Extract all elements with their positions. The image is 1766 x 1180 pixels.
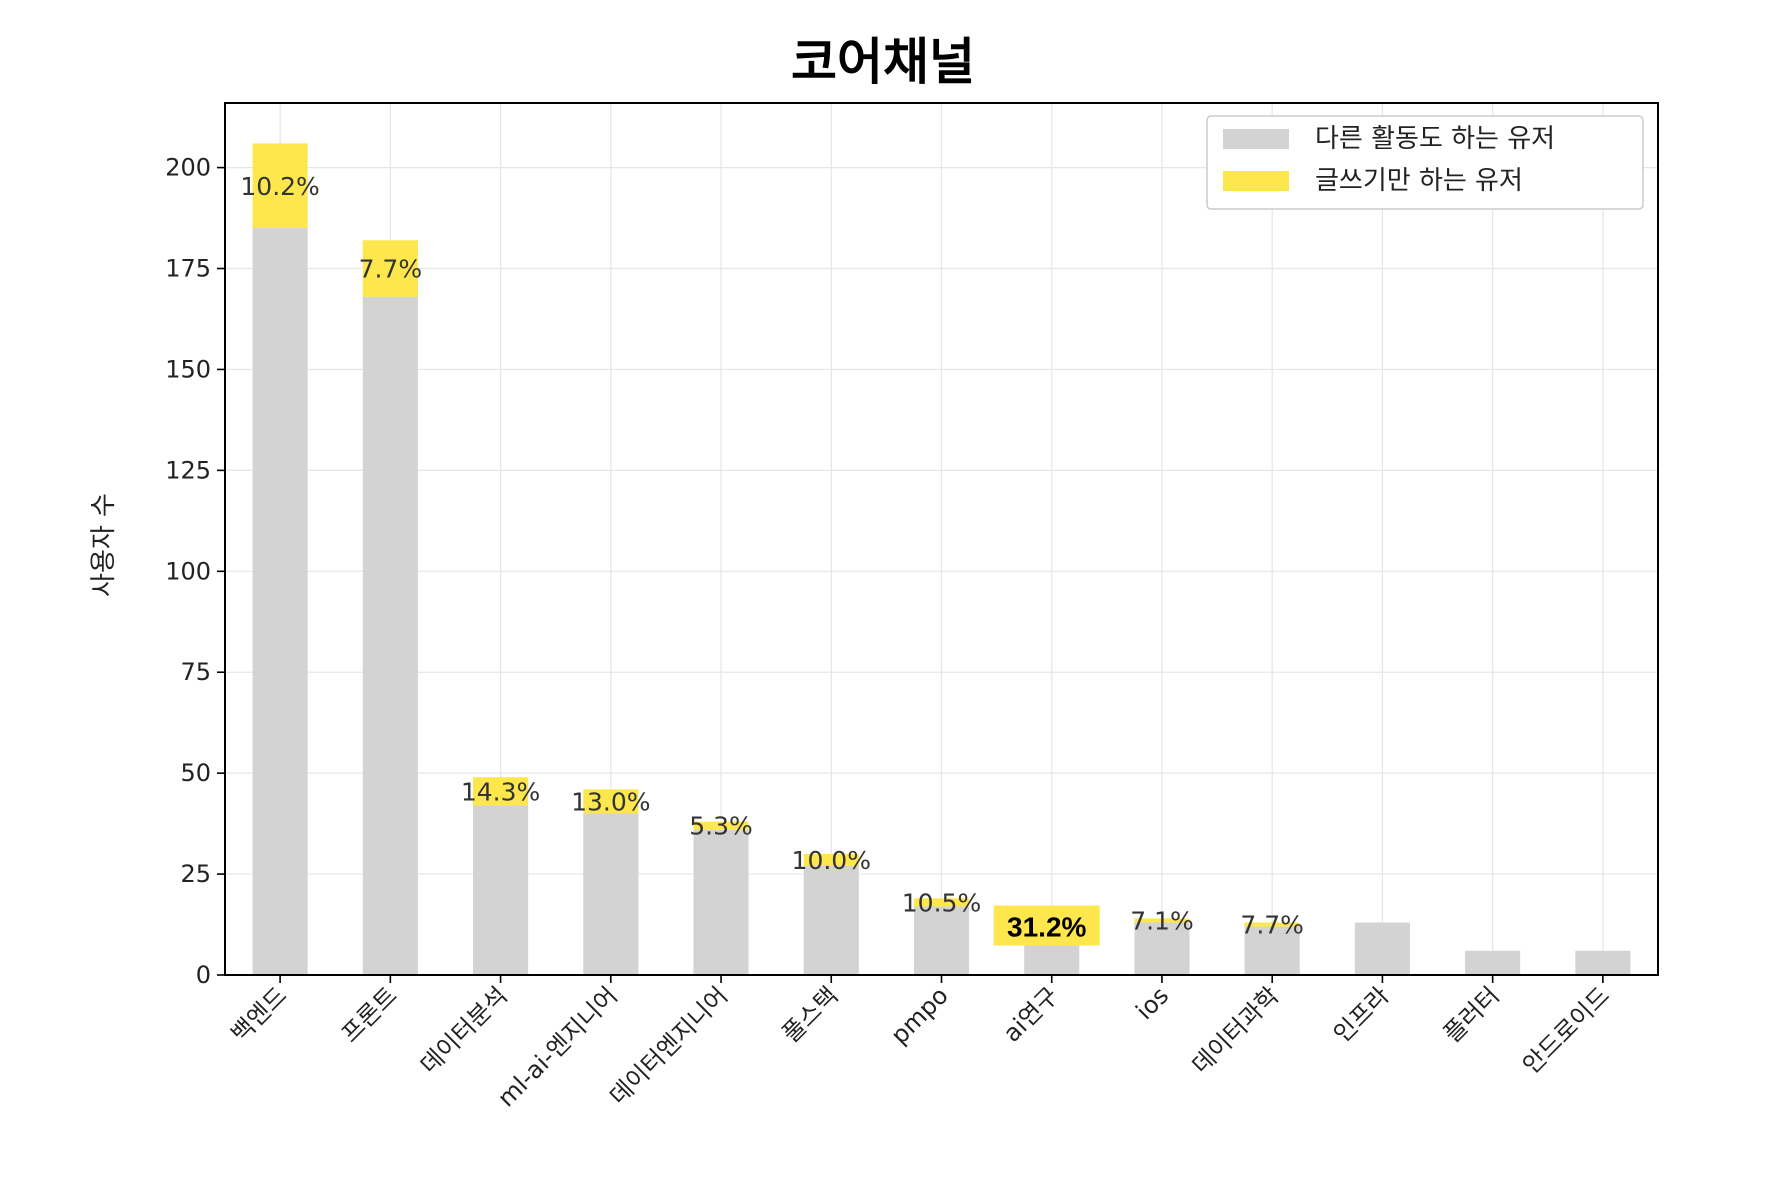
x-tick-label: 인프라 <box>1328 981 1395 1048</box>
bar-segment <box>1465 950 1521 975</box>
bar-segment <box>473 777 529 806</box>
y-tick-label: 100 <box>165 557 211 585</box>
legend-swatch <box>1223 171 1289 191</box>
x-tick-label: 프론트 <box>336 981 403 1048</box>
percent-label: 13.0% <box>571 787 650 816</box>
percent-label: 10.5% <box>902 888 981 917</box>
y-tick-label: 25 <box>180 860 211 888</box>
x-tick-label: 풀스택 <box>777 981 844 1048</box>
bar-segment <box>913 906 970 975</box>
bar-segment <box>803 866 859 975</box>
bars <box>252 143 1631 976</box>
bar-segment <box>583 813 639 975</box>
percent-label: 7.1% <box>1130 907 1194 936</box>
bar-segment <box>362 296 418 975</box>
x-tick-label: 백엔드 <box>226 981 293 1048</box>
y-tick-label: 175 <box>165 255 211 283</box>
percent-label: 31.2% <box>1007 912 1086 943</box>
bar-segment <box>1244 922 1300 927</box>
y-tick-label: 150 <box>165 355 211 383</box>
bar-segment <box>1244 926 1300 975</box>
percent-label: 7.7% <box>1240 911 1304 940</box>
bar-segment <box>1134 918 1190 923</box>
legend-swatch <box>1223 129 1289 149</box>
y-ticks: 0 25 50 75 100 125 150 175 200 <box>165 154 225 989</box>
grid-lines <box>225 103 1658 976</box>
chart-title: 코어채널 <box>791 33 975 91</box>
bar-segment <box>913 898 970 907</box>
bar-segment <box>473 805 529 975</box>
bar-segment <box>1134 922 1190 975</box>
x-tick-label: 데이터과학 <box>1187 981 1285 1079</box>
bar-segment <box>583 789 639 814</box>
y-tick-label: 0 <box>196 961 211 989</box>
x-tick-label: pmpo <box>885 981 953 1049</box>
bar-segment <box>803 853 859 866</box>
bar-segment <box>693 821 749 830</box>
percent-label: 10.0% <box>792 846 871 875</box>
bar-segment <box>1354 922 1410 975</box>
bar-segment <box>252 143 308 229</box>
percent-label: 10.2% <box>240 172 319 201</box>
bar-segment <box>362 240 418 297</box>
percent-label: 5.3% <box>689 812 753 841</box>
x-tick-label: 데이터엔지니어 <box>604 981 733 1110</box>
percent-label: 7.7% <box>359 255 423 284</box>
x-tick-label: 플러터 <box>1438 981 1505 1048</box>
percent-label: 14.3% <box>461 777 540 806</box>
legend-box <box>1206 115 1644 210</box>
bar-segment <box>693 829 749 975</box>
bar-segment <box>252 228 308 976</box>
y-tick-label: 50 <box>180 759 211 787</box>
y-tick-label: 75 <box>180 658 211 686</box>
y-tick-label: 125 <box>165 456 211 484</box>
y-tick-label: 200 <box>165 154 211 182</box>
legend-label: 글쓰기만 하는 유저 <box>1315 166 1523 196</box>
x-tick-label: ios <box>1130 981 1174 1025</box>
highlight-box <box>993 905 1100 946</box>
x-tick-label: ai연구 <box>998 981 1064 1047</box>
percent-labels: 10.2% 7.7% 14.3% 13.0% 5.3% 10.0% 10.5% 31.2% 7.… <box>240 172 1304 946</box>
legend-label: 다른 활동도 하는 유저 <box>1315 124 1555 154</box>
y-axis-label: 사용자 수 <box>89 493 119 597</box>
x-tick-label: 데이터분석 <box>415 981 513 1079</box>
bar-segment <box>1575 950 1631 975</box>
x-tick-label: 안드로이드 <box>1517 981 1615 1079</box>
